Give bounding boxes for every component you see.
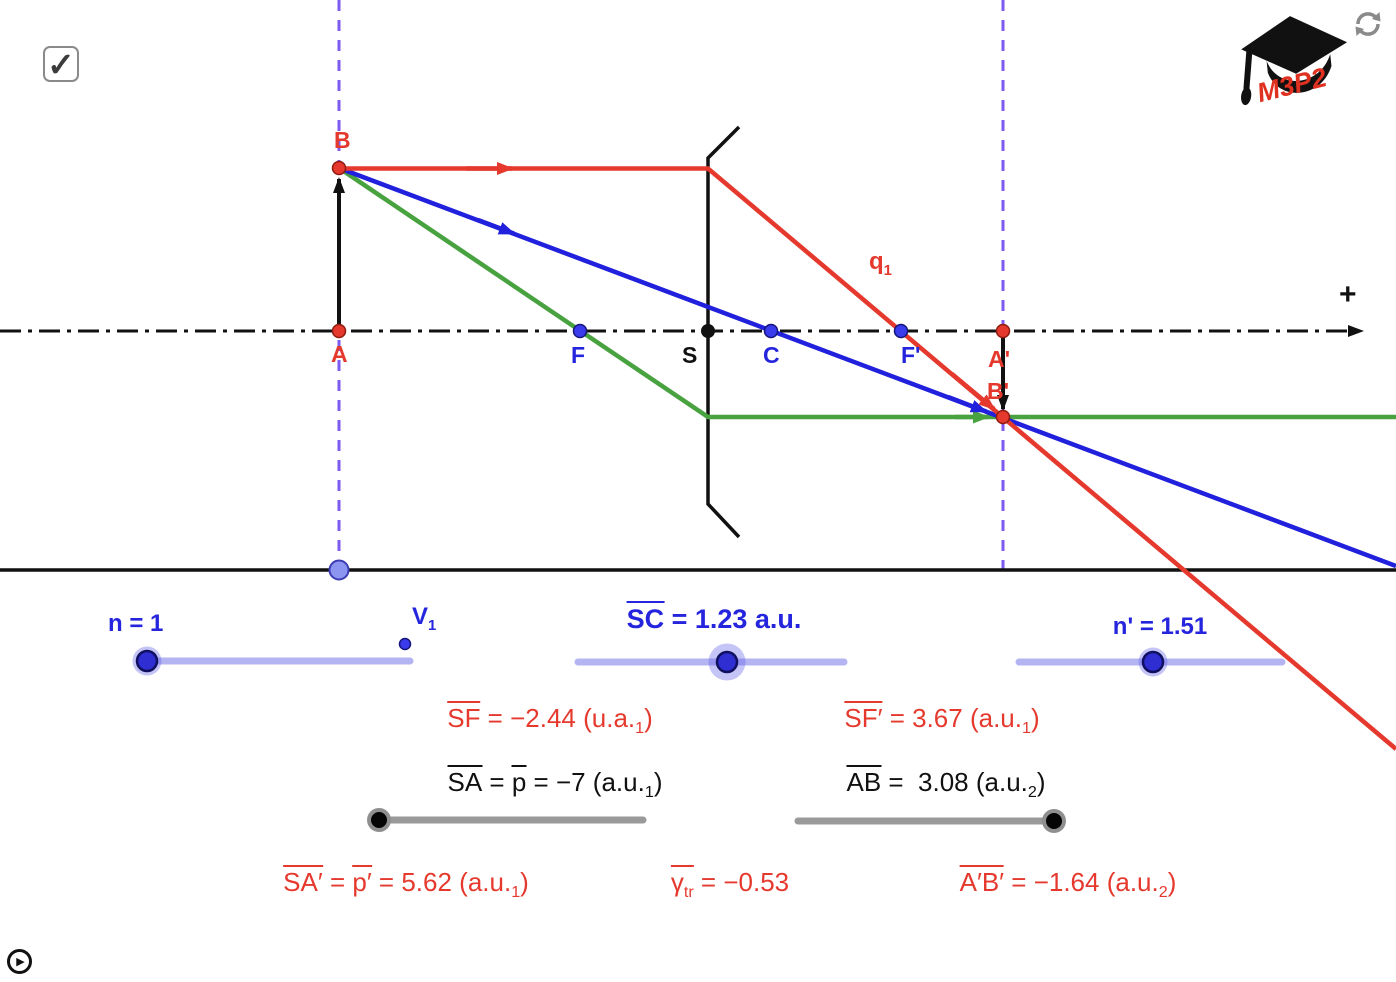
point-F-prime[interactable] [893, 323, 909, 339]
logo-text: M3P2 [1254, 62, 1330, 108]
slider-n[interactable] [132, 646, 414, 676]
point-B-prime[interactable] [995, 409, 1011, 425]
readout-SA-prime: SA′ = p′ = 5.62 (a.u.1) [283, 865, 529, 902]
checkmark-icon: ✓ [47, 45, 75, 83]
m3p2-logo: M3P2 [1241, 16, 1348, 108]
point-A-prime[interactable] [995, 323, 1011, 339]
slider-n-prime[interactable] [1015, 647, 1286, 677]
label-V1: V1 [412, 603, 437, 634]
point-S[interactable] [701, 324, 715, 338]
graduation-cap-icon [1241, 16, 1348, 106]
readout-SF-prime: SF′ = 3.67 (a.u.1) [844, 701, 1040, 738]
label-F-prime: F' [901, 342, 921, 368]
point-V1[interactable] [398, 637, 412, 651]
visibility-checkbox[interactable]: ✓ [43, 45, 79, 83]
label-q1: q1 [869, 248, 892, 279]
slider-sc-label: SC = 1.23 a.u. [626, 601, 801, 635]
label-B-prime: B' [987, 378, 1010, 404]
red-ray[interactable] [339, 162, 1396, 751]
label-C: C [763, 342, 780, 368]
readout-A-prime-B-prime: A′B′ = −1.64 (a.u.2) [959, 865, 1177, 902]
play-icon: ▶ [16, 956, 25, 968]
slider-n-prime-knob[interactable] [1141, 650, 1165, 674]
label-B: B [334, 127, 351, 153]
readout-gamma-tr: γtr = −0.53 [670, 865, 790, 902]
readout-SA: SA = p = −7 (a.u.1) [447, 765, 663, 802]
blue-ray[interactable] [338, 165, 1396, 569]
axis-plus-label: + [1339, 278, 1357, 311]
slider-ab-knob[interactable] [1046, 813, 1062, 829]
refresh-icon[interactable] [1352, 8, 1384, 40]
point-B[interactable] [331, 160, 347, 176]
point-baseline[interactable] [328, 559, 350, 581]
slider-n-knob[interactable] [135, 649, 159, 673]
green-ray[interactable] [337, 166, 1396, 424]
slider-sa[interactable] [367, 808, 647, 832]
slider-n-prime-label: n' = 1.51 [1112, 613, 1208, 640]
slider-n-label: n = 1 [108, 610, 164, 637]
label-A-prime: A' [988, 346, 1011, 372]
slider-sc-knob[interactable] [715, 650, 739, 674]
slider-ab[interactable] [794, 809, 1066, 833]
label-A: A [331, 341, 348, 367]
point-A[interactable] [331, 323, 347, 339]
point-F[interactable] [572, 323, 588, 339]
readout-AB: AB = 3.08 (a.u.2) [846, 765, 1046, 802]
point-C[interactable] [763, 323, 779, 339]
label-S: S [682, 342, 698, 368]
readout-SF: SF = −2.44 (u.a.1) [447, 701, 653, 738]
slider-sa-knob[interactable] [371, 812, 387, 828]
label-F: F [571, 342, 586, 368]
slider-sc[interactable] [574, 643, 848, 681]
play-button[interactable]: ▶ [7, 949, 32, 974]
